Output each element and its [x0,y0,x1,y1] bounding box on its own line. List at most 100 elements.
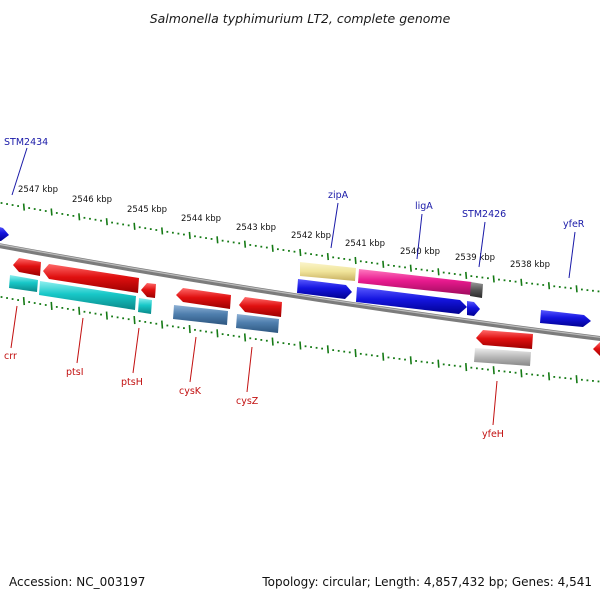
scale-tick-major [22,203,26,211]
scale-tick-minor [61,213,64,215]
gene-arrow-forward[interactable] [467,301,480,316]
scale-tick-minor [503,279,506,282]
scale-tick-minor [116,316,119,319]
scale-tick-minor [459,365,462,368]
scale-tick-minor [221,333,224,336]
scale-tick-minor [597,380,600,383]
gene-arrow-forward[interactable] [297,279,352,299]
scale-tick-minor [238,335,241,338]
gene-box-ptsI[interactable] [39,281,136,310]
scale-tick-minor [580,288,583,291]
scale-tick-minor [122,317,125,320]
gene-arrow-ptsH[interactable] [141,283,156,298]
scale-label: 2538 kbp [510,260,550,270]
scale-tick-minor [387,264,390,267]
scale-tick-minor [83,310,86,313]
scale-track-upper [0,202,600,293]
scale-tick-minor [6,297,8,299]
gene-label-STM2434[interactable]: STM2434 [4,137,48,148]
scale-tick-minor [116,222,119,225]
scale-tick-minor [442,271,445,274]
gene-label-zipA[interactable]: zipA [328,190,349,201]
scale-tick-minor [580,378,583,381]
gene-label-yfeH[interactable]: yfeH [482,429,504,440]
scale-tick-minor [509,371,511,374]
scale-tick-minor [100,313,102,316]
gene-arrow-yfeR[interactable] [540,310,591,327]
scale-tick-minor [44,210,47,212]
scale-tick-minor [39,303,42,305]
scale-tick-minor [260,339,263,341]
scale-tick-minor [337,257,340,260]
scale-tick-minor [254,338,257,341]
scale-tick-major [492,275,495,283]
scale-tick-minor [569,287,572,290]
scale-tick-major [520,278,523,286]
gene-arrow-forward[interactable] [356,287,467,314]
gene-box-zipA[interactable] [300,262,356,281]
gene-label-ptsH[interactable]: ptsH [121,377,143,388]
scale-tick-major [133,316,136,325]
scale-label: 2545 kbp [127,205,167,215]
scale-tick-minor [265,246,268,249]
gene-box-crr[interactable] [9,275,38,292]
scale-label: 2541 kbp [345,239,385,249]
scale-tick-major [409,356,412,365]
scale-tick-minor [166,324,169,327]
scale-tick-minor [11,204,14,206]
scale-tick-major [50,301,53,311]
scale-tick-minor [227,334,230,336]
gene-label-ligA[interactable]: ligA [415,201,433,212]
scale-tick-major [326,252,330,261]
scale-tick-minor [359,260,362,263]
scale-tick-minor [448,272,451,275]
scale-tick-minor [475,275,478,278]
scale-tick-major [22,296,26,306]
gene-arrow-reverse[interactable] [593,342,600,357]
gene-arrow-ptsI[interactable] [43,264,139,293]
gene-box-cysK[interactable] [173,305,228,325]
accession-text: Accession: NC_003197 [9,575,145,589]
scale-tick-major [243,333,247,342]
scale-tick-minor [536,374,539,377]
scale-tick-minor [293,343,296,346]
leader-STM2426 [478,221,486,268]
gene-label-ptsI[interactable]: ptsI [66,367,84,378]
gene-label-crr[interactable]: crr [4,351,17,362]
scale-tick-minor [155,229,158,231]
scale-tick-major [437,268,440,276]
gene-label-cysZ[interactable]: cysZ [236,396,259,407]
scale-tick-major [271,244,274,252]
gene-arrow-cysZ[interactable] [239,297,282,317]
scale-tick-minor [420,360,423,363]
scale-tick-minor [586,289,589,292]
scale-tick-major [326,345,330,354]
gene-arrow-crr[interactable] [13,258,41,276]
gene-box-yfeH[interactable] [474,348,531,366]
scale-tick-minor [470,275,473,278]
scale-tick-minor [293,250,296,253]
scale-tick-major [105,218,108,226]
scale-tick-minor [205,237,207,239]
gene-arrow-cysK[interactable] [176,288,231,309]
gene-box-STM2426[interactable] [470,282,483,298]
scale-tick-minor [149,321,152,324]
scale-tick-major [243,240,247,248]
gene-label-yfeR[interactable]: yfeR [563,219,585,230]
scale-tick-major [547,372,551,381]
scale-tick-minor [199,329,202,332]
scale-tick-major [465,271,468,279]
gene-label-STM2426[interactable]: STM2426 [462,209,506,220]
scale-tick-minor [127,318,130,321]
gene-box-ligA[interactable] [358,269,472,295]
gene-box-ptsH[interactable] [138,298,152,314]
scale-tick-minor [553,285,556,288]
gene-arrow-yfeH[interactable] [476,330,533,349]
scale-tick-major [382,260,385,268]
scale-tick-major [105,311,108,320]
gene-label-cysK[interactable]: cysK [179,386,202,397]
gene-box-cysZ[interactable] [236,314,279,333]
scale-tick-minor [17,205,20,207]
scale-tick-minor [448,364,451,366]
gene-arrow-STM2434[interactable] [0,226,9,241]
